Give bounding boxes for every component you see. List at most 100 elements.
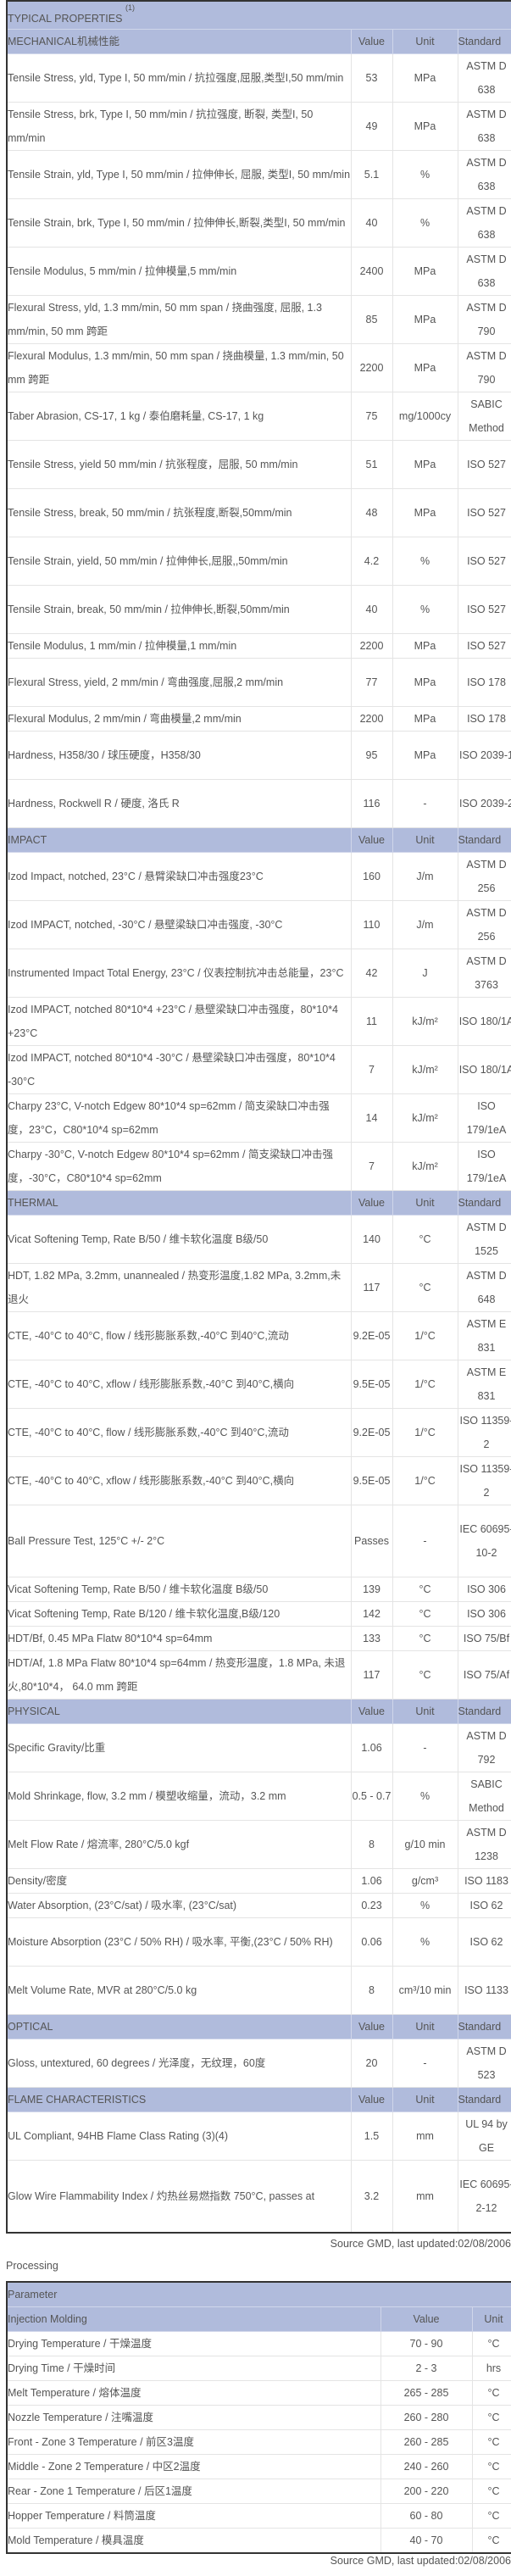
property-name: HDT/Af, 1.8 MPa Flatw 80*10*4 sp=64mm / … <box>8 1657 346 1693</box>
processing-row: Drying Time / 干燥时间 2 - 3 hrs <box>6 2356 511 2381</box>
section-header-impact: IMPACT Value Unit Standard <box>6 827 511 853</box>
section-name: PHYSICAL <box>8 1705 60 1717</box>
parameter-value: 2 - 3 <box>415 2362 437 2374</box>
property-row: Tensile Stress, break, 50 mm/min / 抗张程度,… <box>6 488 511 537</box>
property-unit: 1/°C <box>414 1475 436 1487</box>
property-name: Flexural Modulus, 2 mm/min / 弯曲模量,2 mm/m… <box>8 713 242 725</box>
processing-row: Middle - Zone 2 Temperature / 中区2温度 240 -… <box>6 2454 511 2479</box>
property-value: 117 <box>363 1669 380 1681</box>
standard-header: Standard <box>458 36 502 47</box>
property-unit: % <box>419 1936 430 1948</box>
property-value: 1.06 <box>361 1742 382 1754</box>
property-standard: ISO 178 <box>467 713 506 725</box>
property-standard: ISO 527 <box>467 459 506 470</box>
property-row: Specific Gravity/比重 1.06 - ASTM D 792 <box>6 1723 511 1772</box>
property-value: 48 <box>365 507 378 519</box>
property-row: Tensile Modulus, 5 mm/min / 拉伸模量,5 mm/mi… <box>6 247 511 296</box>
property-unit: MPa <box>414 314 436 325</box>
section-header-mechanical: MECHANICAL机械性能 Value Unit Standard <box>6 29 511 54</box>
property-value: 40 <box>365 604 378 615</box>
parameter-unit: °C <box>487 2387 500 2399</box>
property-row: Charpy -30°C, V-notch Edgew 80*10*4 sp=6… <box>6 1142 511 1191</box>
property-name: Tensile Stress, break, 50 mm/min / 抗张程度,… <box>8 507 292 519</box>
property-unit: % <box>419 604 430 615</box>
property-row: HDT, 1.82 MPa, 3.2mm, unannealed / 热变形温度… <box>6 1263 511 1312</box>
property-unit: J/m <box>416 871 434 882</box>
unit-header: Unit <box>415 1705 435 1717</box>
property-row: Izod IMPACT, notched 80*10*4 -30°C / 悬壁梁… <box>6 1045 511 1094</box>
property-row: Glow Wire Flammability Index / 灼热丝易燃指数 7… <box>6 2160 511 2234</box>
property-row: Flexural Modulus, 2 mm/min / 弯曲模量,2 mm/m… <box>6 706 511 732</box>
property-value: 140 <box>363 1233 380 1245</box>
property-standard: IEC 60695-2-12 <box>459 2178 511 2214</box>
property-value: Passes <box>354 1535 389 1547</box>
property-name: Izod IMPACT, notched 80*10*4 +23°C / 悬壁梁… <box>8 1004 339 1039</box>
processing-row: Nozzle Temperature / 注嘴温度 260 - 280 °C <box>6 2405 511 2430</box>
parameter-name: Nozzle Temperature / 注嘴温度 <box>8 2412 154 2423</box>
property-name: CTE, -40°C to 40°C, xflow / 线形膨胀系数,-40°C… <box>8 1475 295 1487</box>
property-value: 0.5 - 0.7 <box>352 1790 392 1802</box>
property-row: Instrumented Impact Total Energy, 23°C /… <box>6 949 511 998</box>
property-unit: g/10 min <box>404 1839 446 1850</box>
property-standard: ASTM E 831 <box>466 1318 507 1354</box>
property-unit: 1/°C <box>414 1330 436 1342</box>
property-unit: MPa <box>414 676 436 688</box>
property-standard: ASTM E 831 <box>466 1366 507 1402</box>
parameter-unit: °C <box>487 2338 500 2350</box>
property-row: Tensile Strain, yield, 50 mm/min / 拉伸伸长,… <box>6 537 511 586</box>
property-unit: °C <box>419 1583 431 1595</box>
processing-row: Drying Temperature / 干燥温度 70 - 90 °C <box>6 2331 511 2356</box>
property-name: Water Absorption, (23°C/sat) / 吸水率, (23°… <box>8 1900 237 1911</box>
property-value: 49 <box>365 120 378 132</box>
property-standard: ASTM D 638 <box>466 60 507 96</box>
unit-header: Unit <box>415 36 435 47</box>
property-name: Charpy 23°C, V-notch Edgew 80*10*4 sp=62… <box>8 1100 330 1136</box>
property-row: CTE, -40°C to 40°C, xflow / 线形膨胀系数,-40°C… <box>6 1456 511 1505</box>
property-value: 14 <box>365 1112 378 1124</box>
property-unit: MPa <box>414 120 436 132</box>
section-header-thermal: THERMAL Value Unit Standard <box>6 1190 511 1216</box>
property-value: 133 <box>363 1633 380 1644</box>
standard-header: Standard <box>458 1705 502 1717</box>
property-standard: ISO 2039-2 <box>459 798 511 810</box>
property-row: Vicat Softening Temp, Rate B/50 / 维卡软化温度… <box>6 1577 511 1602</box>
parameter-name: Rear - Zone 1 Temperature / 后区1温度 <box>8 2485 192 2497</box>
property-row: Hardness, H358/30 / 球压硬度，H358/30 95 MPa ISO… <box>6 731 511 780</box>
property-name: Tensile Strain, break, 50 mm/min / 拉伸伸长,… <box>8 604 290 615</box>
parameter-value: 265 - 285 <box>403 2387 449 2399</box>
value-header: Value <box>358 36 386 47</box>
property-name: HDT/Bf, 0.45 MPa Flatw 80*10*4 sp=64mm <box>8 1633 213 1644</box>
property-unit: mg/1000cy <box>398 410 452 422</box>
property-value: 1.06 <box>361 1875 382 1887</box>
processing-row: Melt Temperature / 熔体温度 265 - 285 °C <box>6 2380 511 2406</box>
property-value: 2200 <box>359 362 384 374</box>
property-standard: ISO 75/Bf <box>463 1633 510 1644</box>
property-name: Tensile Stress, brk, Type I, 50 mm/min /… <box>8 108 314 144</box>
property-unit: kJ/m² <box>412 1112 438 1124</box>
property-name: Tensile Strain, brk, Type I, 50 mm/min /… <box>8 217 346 229</box>
property-row: Vicat Softening Temp, Rate B/120 / 维卡软化温… <box>6 1601 511 1627</box>
property-unit: % <box>419 555 430 567</box>
property-row: Izod IMPACT, notched 80*10*4 +23°C / 悬壁梁… <box>6 997 511 1046</box>
parameter-header: Parameter <box>8 2289 58 2301</box>
property-name: CTE, -40°C to 40°C, flow / 线形膨胀系数,-40°C … <box>8 1427 289 1438</box>
processing-row: Mold Temperature / 模具温度 40 - 70 °C <box>6 2528 511 2554</box>
property-standard: SABIC Method <box>469 398 504 434</box>
unit-header: Unit <box>415 834 435 846</box>
property-row: HDT/Af, 1.8 MPa Flatw 80*10*4 sp=64mm / … <box>6 1650 511 1700</box>
property-unit: % <box>419 217 430 229</box>
property-name: Tensile Strain, yld, Type I, 50 mm/min /… <box>8 169 351 181</box>
property-value: 5.1 <box>364 169 380 181</box>
unit-header: Unit <box>415 2094 435 2106</box>
property-standard: ISO 1133 <box>464 1984 508 1996</box>
property-unit: °C <box>419 1282 431 1294</box>
property-row: Flexural Stress, yld, 1.3 mm/min, 50 mm … <box>6 295 511 344</box>
section-header-flame: FLAME CHARACTERISTICS Value Unit Standard <box>6 2087 511 2112</box>
parameter-value: 60 - 80 <box>409 2510 443 2522</box>
property-name: Izod IMPACT, notched, -30°C / 悬壁梁缺口冲击强度,… <box>8 919 283 931</box>
property-standard: ISO 75/Af <box>463 1669 510 1681</box>
section-name: THERMAL <box>8 1197 58 1209</box>
property-standard: ASTM D 256 <box>466 907 507 943</box>
property-standard: ISO 180/1A <box>458 1064 511 1076</box>
property-unit: MPa <box>414 749 436 761</box>
